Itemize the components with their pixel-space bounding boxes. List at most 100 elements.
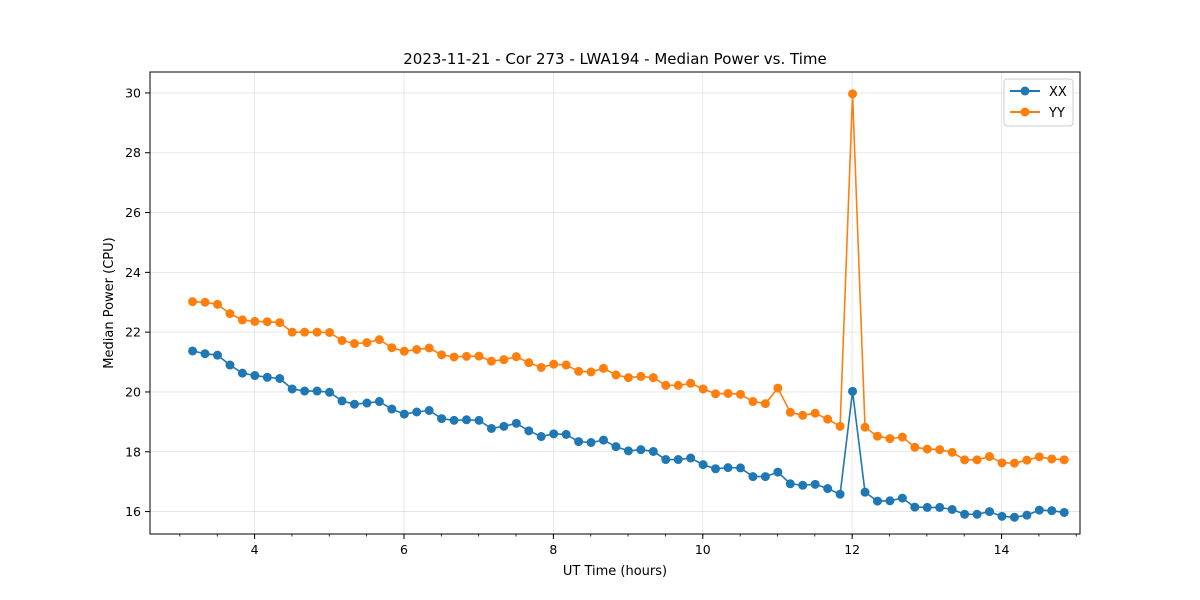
data-point-yy bbox=[574, 366, 584, 376]
data-point-xx bbox=[910, 502, 920, 512]
data-point-yy bbox=[997, 458, 1007, 468]
data-point-xx bbox=[188, 346, 198, 356]
data-point-xx bbox=[437, 414, 447, 424]
data-point-xx bbox=[561, 429, 571, 439]
data-point-xx bbox=[648, 446, 658, 456]
data-point-yy bbox=[300, 327, 310, 337]
data-point-yy bbox=[673, 380, 683, 390]
data-point-xx bbox=[922, 502, 932, 512]
data-point-xx bbox=[337, 396, 347, 406]
data-point-xx bbox=[673, 455, 683, 465]
data-point-xx bbox=[872, 496, 882, 506]
data-point-xx bbox=[474, 415, 484, 425]
data-point-yy bbox=[947, 447, 957, 457]
data-point-yy bbox=[250, 316, 260, 326]
data-point-yy bbox=[462, 351, 472, 361]
data-point-yy bbox=[661, 380, 671, 390]
data-point-yy bbox=[848, 89, 858, 99]
data-point-yy bbox=[1022, 455, 1032, 465]
data-point-xx bbox=[1047, 506, 1057, 516]
data-point-yy bbox=[785, 407, 795, 417]
data-point-yy bbox=[362, 338, 372, 348]
data-point-yy bbox=[188, 297, 198, 307]
data-point-xx bbox=[449, 415, 459, 425]
series-layer bbox=[188, 89, 1069, 522]
y-tick-label: 16 bbox=[125, 504, 141, 519]
data-point-yy bbox=[524, 358, 534, 368]
data-point-xx bbox=[686, 453, 696, 463]
data-point-xx bbox=[723, 463, 733, 473]
data-point-xx bbox=[511, 418, 521, 428]
data-point-xx bbox=[300, 386, 310, 396]
y-tick-label: 30 bbox=[125, 85, 141, 100]
data-point-xx bbox=[885, 496, 895, 506]
data-point-yy bbox=[623, 373, 633, 383]
legend-marker-xx bbox=[1020, 86, 1030, 96]
data-point-xx bbox=[960, 509, 970, 519]
data-point-yy bbox=[212, 299, 222, 309]
data-point-yy bbox=[225, 309, 235, 319]
data-point-xx bbox=[486, 423, 496, 433]
data-point-xx bbox=[1034, 505, 1044, 515]
data-point-yy bbox=[599, 363, 608, 373]
data-point-xx bbox=[549, 429, 559, 439]
data-point-xx bbox=[586, 438, 596, 447]
data-point-xx bbox=[262, 372, 272, 382]
data-point-yy bbox=[773, 383, 783, 393]
data-point-xx bbox=[997, 511, 1007, 521]
data-point-yy bbox=[1009, 458, 1019, 468]
data-point-xx bbox=[748, 472, 758, 482]
data-point-yy bbox=[810, 408, 820, 418]
plot-frame bbox=[149, 71, 1081, 535]
data-point-yy bbox=[711, 389, 721, 399]
data-point-yy bbox=[499, 355, 509, 365]
data-point-xx bbox=[424, 406, 434, 415]
data-point-xx bbox=[362, 398, 372, 408]
data-point-xx bbox=[1059, 507, 1069, 517]
data-point-xx bbox=[325, 387, 335, 397]
data-point-yy bbox=[412, 345, 422, 354]
legend-marker-yy bbox=[1020, 107, 1030, 117]
data-point-yy bbox=[960, 455, 970, 465]
data-point-xx bbox=[636, 445, 646, 455]
data-point-yy bbox=[237, 315, 247, 325]
data-point-xx bbox=[611, 442, 621, 452]
data-point-yy bbox=[586, 367, 596, 377]
data-point-xx bbox=[250, 371, 260, 381]
data-point-yy bbox=[325, 327, 335, 337]
data-point-yy bbox=[424, 343, 434, 353]
data-point-yy bbox=[935, 445, 945, 455]
data-point-yy bbox=[349, 339, 359, 349]
data-point-yy bbox=[1059, 455, 1069, 465]
data-point-yy bbox=[823, 414, 833, 424]
data-point-xx bbox=[399, 409, 409, 419]
data-point-xx bbox=[599, 435, 608, 445]
data-point-xx bbox=[200, 349, 210, 359]
y-tick-label: 18 bbox=[125, 444, 141, 459]
data-point-xx bbox=[897, 493, 907, 503]
data-point-yy bbox=[287, 327, 297, 337]
data-point-xx bbox=[374, 397, 384, 407]
data-point-xx bbox=[773, 467, 783, 477]
data-point-yy bbox=[686, 378, 696, 388]
x-tick-label: 6 bbox=[400, 542, 408, 557]
data-point-xx bbox=[798, 480, 808, 490]
x-tick-label: 10 bbox=[695, 542, 711, 557]
data-point-xx bbox=[760, 472, 770, 482]
data-point-xx bbox=[972, 509, 982, 519]
data-point-xx bbox=[212, 350, 222, 360]
data-point-yy bbox=[486, 356, 496, 366]
data-point-yy bbox=[735, 389, 745, 399]
data-point-xx bbox=[287, 384, 297, 394]
x-tick-label: 12 bbox=[844, 542, 860, 557]
data-point-yy bbox=[511, 352, 521, 362]
data-point-xx bbox=[349, 399, 359, 409]
data-point-yy bbox=[910, 442, 920, 452]
legend-label-xx: XX bbox=[1049, 85, 1067, 100]
data-point-yy bbox=[1034, 452, 1044, 462]
data-point-xx bbox=[536, 432, 546, 442]
data-point-yy bbox=[399, 346, 409, 356]
data-point-yy bbox=[922, 444, 932, 454]
ticks: 4 6 8 10 12 14 16 18 20 22 24 26 28 30 bbox=[125, 85, 1077, 557]
